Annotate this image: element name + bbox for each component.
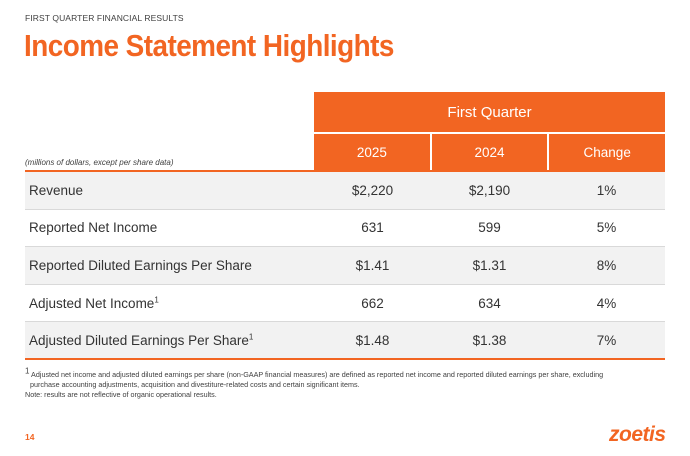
value-change: 8%	[596, 257, 617, 273]
table-row: Adjusted Diluted Earnings Per Share1 $1.…	[25, 322, 665, 360]
value-2025: 662	[361, 295, 384, 311]
footnote-note: Note: results are not reflective of orga…	[25, 390, 217, 399]
row-label: Revenue	[29, 182, 84, 198]
column-header-change: Change	[547, 134, 666, 170]
row-label: Reported Net Income	[29, 220, 158, 236]
table-row: Reported Net Income 631 599 5%	[25, 210, 665, 248]
value-2024: $1.31	[472, 257, 507, 273]
footnote-1-continued: purchase accounting adjustments, acquisi…	[30, 380, 360, 389]
page-title: Income Statement Highlights	[24, 28, 394, 63]
value-2025: $1.48	[355, 332, 390, 348]
zoetis-logo: zoetis	[609, 423, 666, 446]
income-table: Revenue $2,220 $2,190 1% Reported Net In…	[25, 172, 665, 360]
eyebrow-label: FIRST QUARTER FINANCIAL RESULTS	[25, 13, 184, 23]
header-divider	[25, 170, 665, 172]
page-number: 14	[25, 432, 35, 442]
footnote-1: 1 Adjusted net income and adjusted dilut…	[25, 366, 604, 379]
table-row: Adjusted Net Income1 662 634 4%	[25, 285, 665, 323]
value-2025: 631	[361, 220, 384, 236]
units-note: (millions of dollars, except per share d…	[25, 158, 174, 167]
column-header-2024: 2024	[429, 134, 548, 170]
first-quarter-header: First Quarter	[314, 92, 665, 132]
value-2024: $2,190	[468, 182, 511, 198]
value-change: 5%	[596, 220, 617, 236]
value-2025: $1.41	[355, 257, 390, 273]
footnotes: 1 Adjusted net income and adjusted dilut…	[25, 366, 665, 400]
table-row: Revenue $2,220 $2,190 1%	[25, 172, 665, 210]
value-change: 1%	[596, 182, 617, 198]
row-label: Reported Diluted Earnings Per Share	[29, 257, 252, 273]
value-change: 4%	[596, 295, 617, 311]
column-headers: 2025 2024 Change	[314, 134, 666, 170]
table-row: Reported Diluted Earnings Per Share $1.4…	[25, 247, 665, 285]
row-label: Adjusted Net Income1	[29, 295, 159, 311]
column-header-2025: 2025	[314, 134, 430, 170]
value-2024: 634	[478, 295, 501, 311]
value-2024: $1.38	[472, 332, 507, 348]
value-change: 7%	[596, 332, 617, 348]
row-label: Adjusted Diluted Earnings Per Share1	[29, 332, 254, 348]
value-2024: 599	[478, 220, 501, 236]
value-2025: $2,220	[351, 182, 394, 198]
